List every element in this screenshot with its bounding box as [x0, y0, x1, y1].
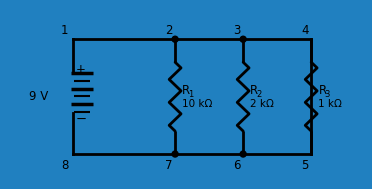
Text: 2: 2 [165, 24, 173, 37]
Circle shape [240, 151, 246, 157]
Text: 1: 1 [188, 90, 193, 99]
Circle shape [172, 151, 178, 157]
Text: 3: 3 [233, 24, 240, 37]
Text: +: + [76, 63, 86, 76]
Text: 10 kΩ: 10 kΩ [182, 99, 213, 109]
Circle shape [172, 36, 178, 42]
Text: 8: 8 [61, 160, 68, 172]
Text: 3: 3 [324, 90, 330, 99]
Text: 9 V: 9 V [29, 90, 49, 103]
Text: 2 kΩ: 2 kΩ [250, 99, 274, 109]
Text: 5: 5 [301, 160, 308, 172]
Text: R: R [250, 84, 259, 97]
Text: 2: 2 [256, 90, 262, 99]
Text: 6: 6 [233, 160, 241, 172]
Text: −: − [75, 113, 86, 126]
Text: R: R [182, 84, 190, 97]
Text: R: R [318, 84, 327, 97]
Circle shape [240, 36, 246, 42]
Text: 7: 7 [165, 160, 173, 172]
Text: 1 kΩ: 1 kΩ [318, 99, 342, 109]
Text: 4: 4 [301, 24, 308, 37]
Text: 1: 1 [61, 24, 68, 37]
